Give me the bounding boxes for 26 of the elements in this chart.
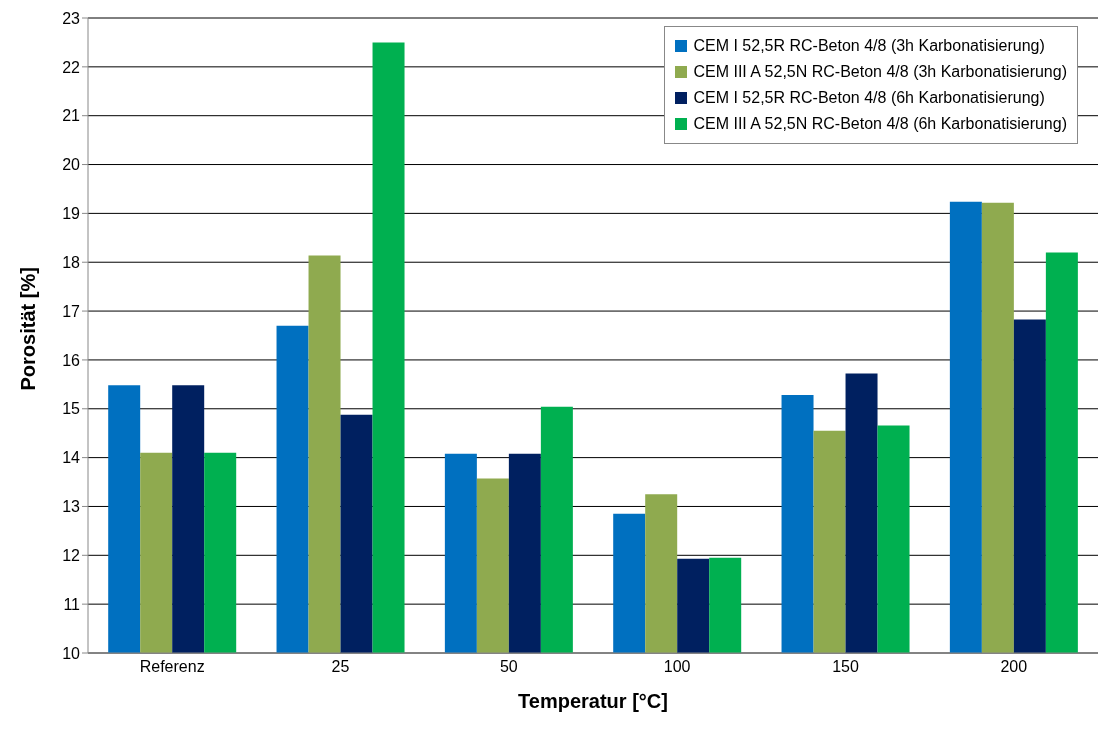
x-tick-label: 150 bbox=[832, 658, 859, 676]
y-tick-label: 17 bbox=[62, 302, 81, 320]
y-tick-label: 21 bbox=[62, 107, 81, 125]
x-axis-title: Temperatur [°C] bbox=[518, 690, 668, 712]
x-tick-label: 200 bbox=[1000, 658, 1028, 676]
y-axis-title: Porosität [%] bbox=[17, 267, 40, 391]
y-tick-label: 19 bbox=[62, 205, 81, 223]
legend-label: CEM I 52,5R RC-Beton 4/8 (6h Karbonatisierung) bbox=[693, 88, 1045, 108]
x-tick-label: Referenz bbox=[139, 658, 205, 676]
x-tick-label: 100 bbox=[663, 658, 691, 676]
y-tick-label: 12 bbox=[62, 546, 81, 564]
y-tick-label: 18 bbox=[62, 253, 81, 271]
y-tick-label: 23 bbox=[62, 9, 81, 27]
legend-label: CEM III A 52,5N RC-Beton 4/8 (6h Karbonatisierung) bbox=[693, 114, 1067, 134]
x-tick-label: 25 bbox=[331, 658, 350, 676]
y-tick-label: 13 bbox=[62, 498, 81, 516]
y-tick-label: 22 bbox=[62, 58, 81, 76]
legend-label: CEM I 52,5R RC-Beton 4/8 (3h Karbonatisierung) bbox=[693, 36, 1045, 56]
y-tick-label: 10 bbox=[62, 644, 81, 662]
y-tick-label: 11 bbox=[63, 595, 81, 613]
y-tick-label: 14 bbox=[62, 449, 81, 467]
legend-label: CEM III A 52,5N RC-Beton 4/8 (3h Karbonatisierung) bbox=[693, 62, 1067, 82]
y-tick-label: 20 bbox=[62, 156, 81, 174]
x-tick-label: 50 bbox=[499, 658, 518, 676]
y-tick-label: 15 bbox=[62, 400, 81, 418]
y-tick-label: 16 bbox=[62, 351, 81, 369]
